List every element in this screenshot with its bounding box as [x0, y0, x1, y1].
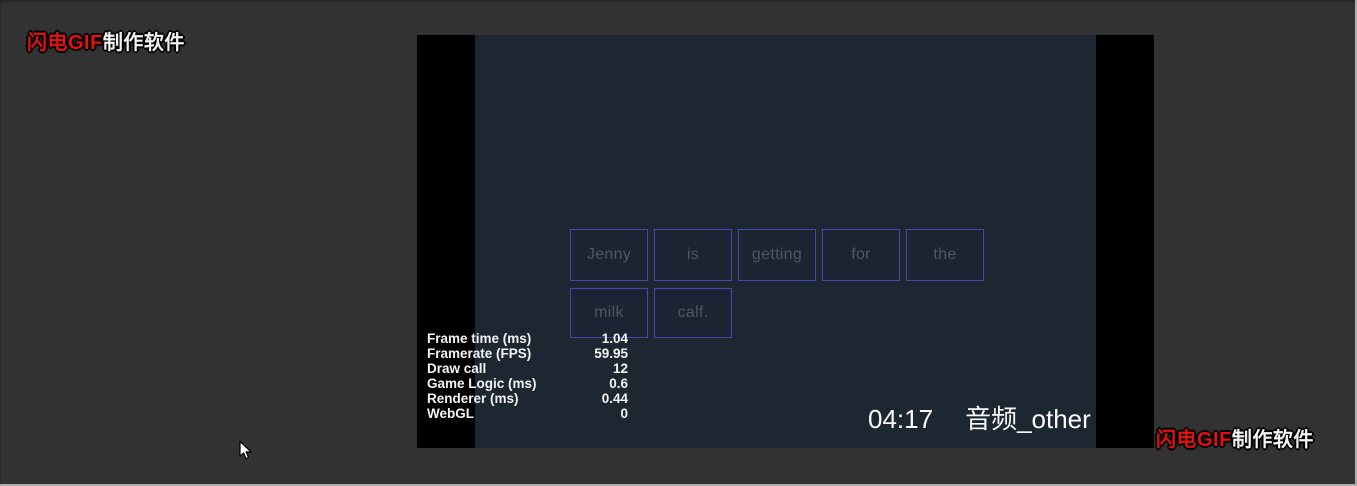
word-tile-label: for — [851, 246, 871, 263]
word-tile-calf[interactable]: calf. — [654, 288, 732, 338]
debug-stat-row: Framerate (FPS) 59.95 — [427, 346, 628, 361]
debug-stat-row: Draw call 12 — [427, 361, 628, 376]
debug-stat-row: Frame time (ms) 1.04 — [427, 331, 628, 346]
word-tile-label: the — [933, 246, 957, 263]
word-tile-milk[interactable]: milk — [570, 288, 648, 338]
watermark-suffix-text: 制作软件 — [1231, 429, 1314, 451]
debug-stat-label: Frame time (ms) — [427, 331, 532, 346]
game-viewport: Jenny is getting for the milk calf. — [475, 35, 1096, 448]
letterbox-right — [1096, 35, 1154, 448]
debug-stat-label: Draw call — [427, 361, 487, 376]
word-tile-jenny[interactable]: Jenny — [570, 229, 648, 281]
word-tile-for[interactable]: for — [822, 229, 900, 281]
screen-right-edge — [1355, 0, 1357, 486]
watermark-bottom-right: 闪电GIF制作软件 — [1156, 429, 1314, 452]
debug-stat-value: 0.44 — [601, 391, 628, 406]
debug-stat-label: WebGL — [427, 406, 474, 421]
watermark-brand-text: 闪电GIF — [1156, 429, 1232, 451]
debug-stat-value: 1.04 — [601, 331, 628, 346]
debug-stat-value: 0 — [620, 406, 628, 421]
debug-stat-label: Framerate (FPS) — [427, 346, 532, 361]
word-tile-label: Jenny — [586, 246, 632, 263]
word-tile-label: is — [686, 246, 700, 263]
debug-stat-value: 12 — [612, 361, 628, 376]
debug-stat-row: WebGL 0 — [427, 406, 628, 421]
debug-stat-value: 59.95 — [594, 346, 628, 361]
word-tile-getting[interactable]: getting — [738, 229, 816, 281]
screen-left-edge — [0, 0, 1, 486]
watermark-suffix-text: 制作软件 — [102, 32, 185, 54]
debug-stat-row: Renderer (ms) 0.44 — [427, 391, 628, 406]
word-tile-label: getting — [751, 246, 803, 263]
screen-bottom-edge — [0, 484, 1357, 486]
word-tile-label: calf. — [677, 304, 709, 321]
debug-stat-label: Renderer (ms) — [427, 391, 519, 406]
debug-stats-overlay: Frame time (ms) 1.04 Framerate (FPS) 59.… — [427, 331, 628, 421]
video-timestamp: 04:17 — [868, 404, 934, 434]
watermark-brand-text: 闪电GIF — [27, 32, 103, 54]
word-tile-the[interactable]: the — [906, 229, 984, 281]
letterbox-left — [417, 35, 475, 448]
video-frame: Jenny is getting for the milk calf. Fram… — [417, 35, 1154, 448]
mouse-cursor — [239, 441, 252, 460]
screen-top-edge — [0, 0, 1357, 2]
debug-stat-label: Game Logic (ms) — [427, 376, 537, 391]
watermark-top-left: 闪电GIF制作软件 — [27, 32, 185, 55]
debug-stat-value: 0.6 — [609, 376, 628, 391]
video-caption: 04:17 音频_other — [868, 405, 1091, 433]
word-tile-is[interactable]: is — [654, 229, 732, 281]
audio-caption-text: 音频_other — [965, 404, 1091, 434]
debug-stat-row: Game Logic (ms) 0.6 — [427, 376, 628, 391]
word-tile-label: milk — [594, 304, 624, 321]
